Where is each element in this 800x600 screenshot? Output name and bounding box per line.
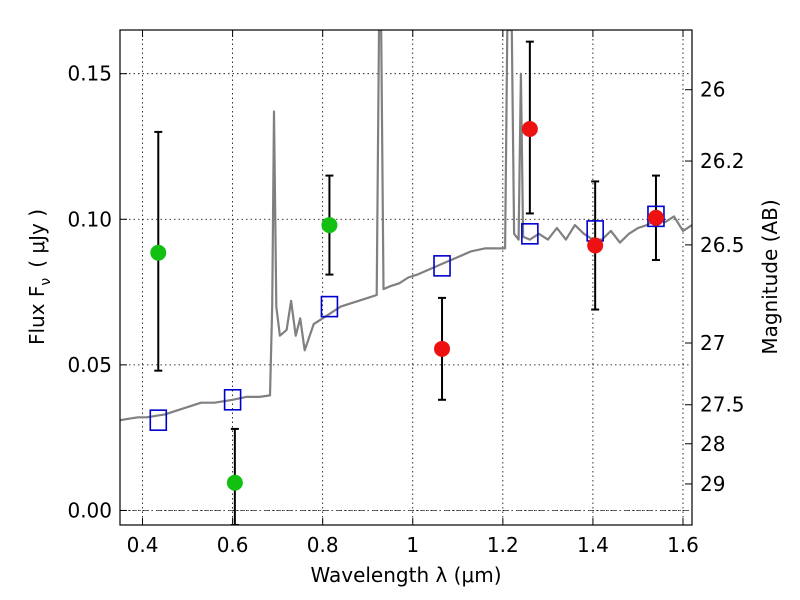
y2-tick-label: 26.2 [700, 149, 745, 173]
y-axis-label-unit: ( μJy ) [25, 209, 49, 268]
grid-lines [120, 30, 692, 525]
plot-frame [119, 29, 693, 526]
y2-tick-label: 27.5 [700, 393, 745, 417]
spectrum-line [120, 30, 692, 422]
x-tick-label: 0.6 [217, 533, 249, 557]
x-tick-label: 0.8 [307, 533, 339, 557]
y2-tick-label: 26 [700, 78, 725, 102]
green-data-point [321, 217, 338, 234]
model-square-point [521, 223, 539, 245]
y-axis-label-subscript: ν [38, 278, 54, 286]
x-tick-label: 1.6 [667, 533, 699, 557]
error-bars [154, 40, 660, 525]
y-tick-label: 0.10 [67, 207, 112, 231]
y2-tick-label: 29 [700, 472, 725, 496]
y-tick-label: 0.00 [67, 498, 112, 522]
x-tick-label: 1 [406, 533, 419, 557]
y-axis-label-main: Flux F [25, 286, 49, 345]
x-tick-label: 0.4 [127, 533, 159, 557]
y-axis-label: Flux Fν ( μJy ) [25, 209, 54, 345]
model-square-point [433, 255, 451, 277]
model-square-point [320, 295, 339, 318]
model-square-point [223, 388, 242, 411]
x-tick-label: 1.2 [487, 533, 519, 557]
x-tick-label: 1.4 [577, 533, 609, 557]
y2-axis-label: Magnitude (AB) [758, 199, 782, 354]
model-photometry-squares [149, 205, 665, 431]
x-axis-label: Wavelength λ (μm) [310, 563, 501, 587]
y2-tick-label: 28 [700, 432, 725, 456]
red-data-point [521, 121, 538, 137]
observed-photometry-points [150, 121, 664, 491]
red-data-point [587, 237, 604, 254]
svg-text:Flux Fν( μJy ): Flux Fν ( μJy ) [25, 209, 54, 345]
green-data-point [150, 244, 167, 261]
model-square-point [149, 409, 168, 431]
red-data-point [647, 209, 664, 226]
y-tick-label: 0.15 [67, 62, 112, 86]
green-data-point [226, 474, 243, 491]
model-spectrum [120, 30, 692, 422]
y-tick-label: 0.05 [67, 353, 112, 377]
red-data-point [434, 340, 451, 357]
y2-tick-label: 27 [700, 331, 725, 355]
axis-ticks: 0.4 0.6 0.8 1 1.2 1.4 1.6 0.00 0.05 0.10 0.15 26 26.… [67, 30, 745, 557]
y2-tick-label: 26.5 [700, 233, 745, 257]
model-square-point [647, 205, 665, 228]
